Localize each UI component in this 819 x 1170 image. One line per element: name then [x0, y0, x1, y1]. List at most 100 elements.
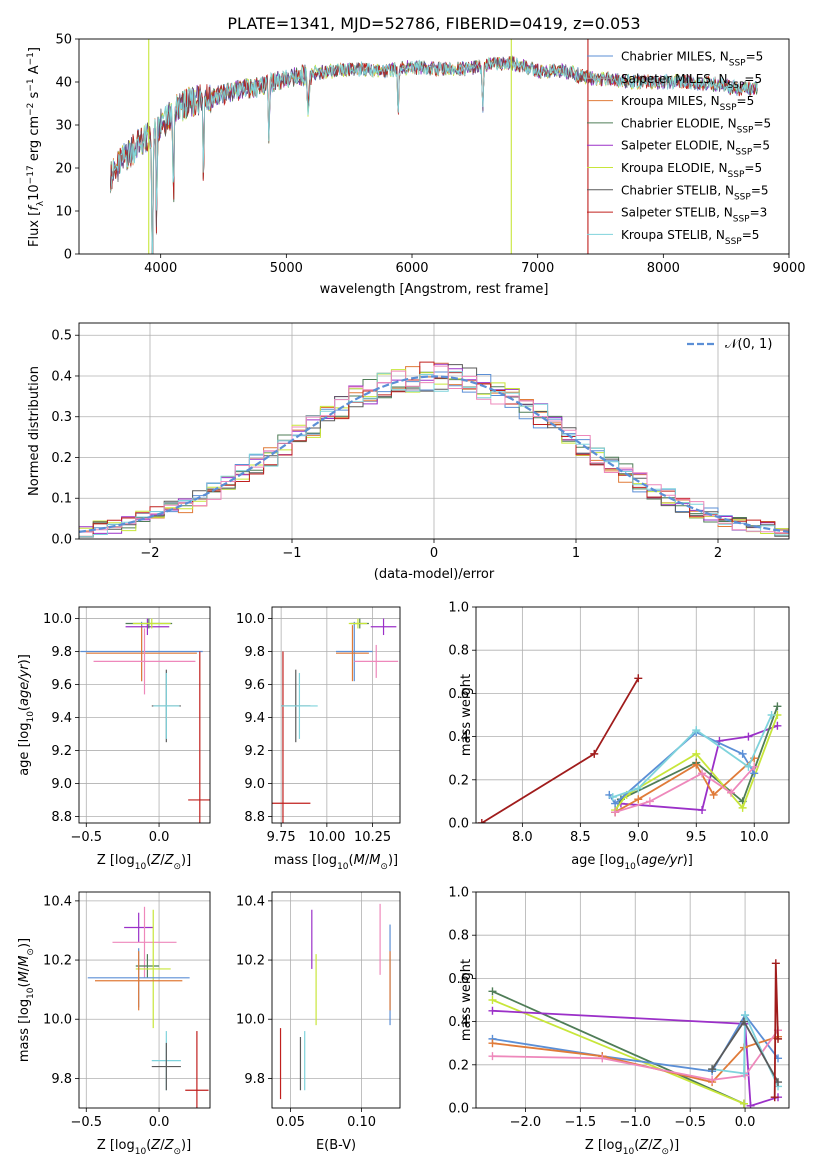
axes-frame — [475, 891, 790, 1109]
axes-frame — [475, 606, 790, 824]
y-tick-label: 0.8 — [448, 644, 469, 659]
x-tick-label: 2 — [714, 546, 722, 561]
y-tick-label: 0.1 — [51, 492, 72, 507]
legend-entry: Salpeter STELIB, NSSP=3 — [621, 206, 767, 225]
y-tick-label: 0 — [64, 248, 72, 263]
x-axis-label: age [log10(age/yr)] — [571, 853, 693, 872]
x-tick-label: 0.05 — [276, 1115, 305, 1130]
plus-marker — [692, 749, 701, 758]
plot-area — [488, 959, 783, 1108]
plus-marker — [767, 711, 776, 719]
x-axis-label: Z [log10(Z/Z⊙)] — [97, 1138, 191, 1157]
y-tick-label: 9.4 — [51, 711, 72, 726]
y-tick-label: 10.2 — [43, 954, 72, 969]
y-axis-label: mass weight — [459, 674, 474, 756]
x-tick-label: −1.5 — [565, 1115, 597, 1130]
y-tick-label: 0.2 — [448, 1058, 469, 1073]
y-tick-label: 10.0 — [236, 1013, 265, 1028]
plus-marker — [488, 1052, 497, 1061]
x-tick-label: 8.5 — [570, 830, 591, 845]
y-axis-label: mass [log10(M/M⊙)] — [17, 938, 36, 1062]
y-tick-label: 20 — [55, 162, 72, 177]
plus-marker — [488, 996, 497, 1004]
plus-marker — [634, 674, 643, 683]
plus-marker — [739, 1099, 748, 1108]
weight-line — [492, 990, 745, 1105]
y-tick-label: 8.8 — [244, 810, 265, 825]
x-tick-label: 0 — [430, 546, 438, 561]
y-tick-label: 0.2 — [51, 451, 72, 466]
y-tick-label: 0.6 — [448, 687, 469, 702]
x-axis-label: Z [log10(Z/Z⊙)] — [97, 853, 191, 872]
plus-marker — [692, 760, 701, 769]
x-tick-label: 9.5 — [686, 830, 707, 845]
weight-line — [711, 1014, 779, 1087]
y-tick-label: 10.0 — [43, 1013, 72, 1028]
plus-marker — [692, 726, 701, 735]
mass-vs-ebv-panel: 0.05 0.10 9.8 10.0 10.2 10.4 E(B-V) — [236, 891, 401, 1153]
x-tick-label: 0.10 — [347, 1115, 376, 1130]
plot-area — [79, 361, 789, 538]
y-tick-label: 10.2 — [236, 954, 265, 969]
axes-frame — [78, 322, 790, 540]
x-tick-label: 5000 — [270, 261, 303, 276]
plus-marker — [744, 732, 753, 741]
x-axis-label: Z [log10(Z/Z⊙)] — [585, 1138, 679, 1157]
x-tick-label: −1 — [282, 546, 301, 561]
legend-entry: Kroupa ELODIE, NSSP=5 — [621, 161, 762, 180]
axes-frame — [78, 38, 790, 255]
y-tick-label: 0.4 — [448, 730, 469, 745]
axes-frame — [78, 606, 211, 824]
x-tick-label: 9.75 — [267, 830, 296, 845]
plus-marker — [746, 1101, 755, 1108]
normal-curve — [79, 375, 789, 533]
plus-marker — [708, 1065, 717, 1074]
y-tick-label: 9.2 — [51, 744, 72, 759]
histogram-step — [79, 365, 789, 538]
legend-entry: 𝒩(0, 1) — [725, 337, 772, 352]
y-tick-label: 9.8 — [51, 645, 72, 660]
plus-marker — [645, 797, 654, 806]
y-tick-label: 10 — [55, 205, 72, 220]
x-tick-label: 7000 — [521, 261, 554, 276]
plus-marker — [611, 799, 620, 808]
x-tick-label: 0.0 — [149, 830, 170, 845]
x-tick-label: 10.0 — [740, 830, 769, 845]
plus-marker — [634, 784, 643, 793]
y-tick-label: 0.5 — [51, 329, 72, 344]
spectrum-line — [110, 57, 758, 254]
plus-marker — [773, 702, 782, 711]
legend-entry: Salpeter ELODIE, NSSP=5 — [621, 139, 770, 158]
weight-line — [492, 1009, 779, 1108]
x-tick-label: −1.0 — [619, 1115, 651, 1130]
spectrum-panel: 4000 5000 6000 7000 8000 9000 0 10 20 30 40 50 wavel… — [26, 33, 806, 298]
x-tick-label: −2 — [140, 546, 159, 561]
plus-marker — [611, 808, 620, 817]
plus-marker — [770, 1093, 779, 1102]
x-axis-label: wavelength [Angstrom, rest frame] — [320, 282, 549, 297]
plus-marker — [771, 959, 780, 968]
plus-marker — [741, 1011, 750, 1020]
x-tick-label: 10.00 — [308, 830, 345, 845]
x-axis-label: (data-model)/error — [374, 567, 495, 582]
plus-marker — [634, 795, 643, 804]
x-axis-label: mass [log10(M/M⊙)] — [274, 853, 398, 872]
figure-title: PLATE=1341, MJD=52786, FIBERID=0419, z=0… — [227, 14, 640, 33]
plot-area — [80, 618, 210, 823]
plus-marker — [774, 1034, 783, 1043]
x-tick-label: 10.25 — [354, 830, 391, 845]
plus-marker — [598, 1054, 607, 1063]
mass-weight-vs-age-panel: 8.0 8.5 9.0 9.5 10.0 0.0 0.2 0.4 0.6 0.8 1.0 age [l… — [448, 601, 790, 872]
x-tick-label: −0.5 — [70, 830, 102, 845]
y-tick-label: 0.4 — [51, 369, 72, 384]
y-tick-label: 0.6 — [448, 972, 469, 987]
plus-marker — [477, 819, 486, 823]
plus-marker — [608, 793, 617, 802]
x-axis-label: E(B-V) — [316, 1138, 356, 1153]
y-tick-label: 0.4 — [448, 1015, 469, 1030]
y-tick-label: 8.8 — [51, 810, 72, 825]
x-tick-label: 8000 — [647, 261, 680, 276]
x-tick-label: −0.5 — [674, 1115, 706, 1130]
plus-marker — [739, 1069, 748, 1078]
plus-marker — [727, 788, 736, 797]
